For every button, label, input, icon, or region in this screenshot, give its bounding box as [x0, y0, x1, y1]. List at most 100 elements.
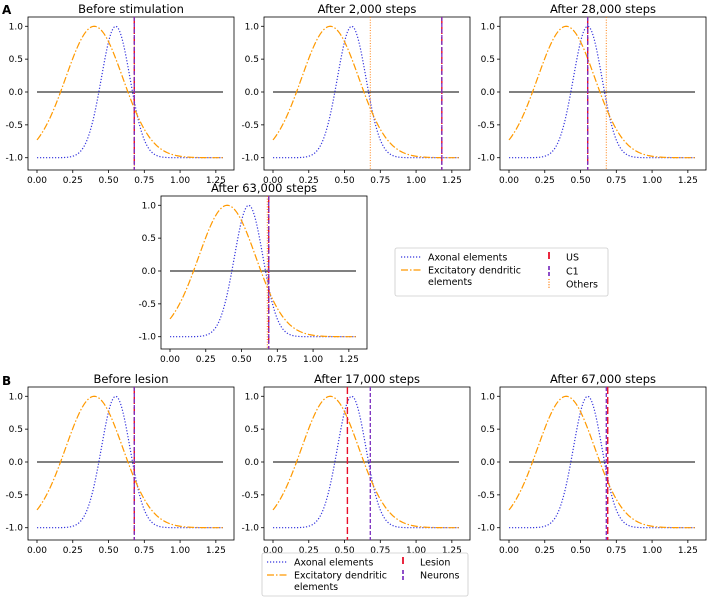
legend-frame: [394, 247, 609, 297]
x-tick-label: 1.25: [678, 546, 698, 556]
axonal-elements-line: [509, 25, 695, 159]
legend-b: Axonal elements Excitatory dendriticeleme…: [261, 552, 469, 597]
chart-title: After 2,000 steps: [318, 2, 417, 16]
x-tick-label: 0.00: [27, 176, 47, 186]
y-tick-label: 0.0: [481, 88, 496, 98]
y-tick-label: 0.0: [245, 458, 260, 468]
y-tick-label: -0.5: [138, 300, 156, 310]
legend-label: Lesion: [420, 558, 450, 569]
axes-frame: [160, 195, 368, 350]
x-tick-label: 1.25: [339, 355, 359, 365]
x-tick-label: 0.00: [499, 546, 519, 556]
x-tick-label: 1.00: [642, 546, 662, 556]
axes-frame: [27, 386, 235, 541]
x-tick-label: 0.50: [571, 176, 591, 186]
y-tick-label: 1.0: [142, 201, 157, 211]
chart-title: After 28,000 steps: [550, 2, 656, 16]
y-tick-label: -1.0: [138, 333, 156, 343]
dendritic-elements-line: [508, 395, 695, 529]
axes-frame: [499, 386, 707, 541]
chart-panel-1: Before stimulation 1.0 0.5 0.0 -0.5 -1.0 0.00 0…: [5, 2, 235, 186]
x-tick-label: 0.50: [99, 546, 119, 556]
x-tick-label: 0.00: [499, 176, 519, 186]
axes-frame: [263, 386, 471, 541]
axonal-elements-line: [37, 25, 223, 159]
y-tick-label: -0.5: [241, 491, 259, 501]
dendritic-elements-line: [36, 395, 223, 529]
chart-title: Before lesion: [93, 372, 168, 386]
chart-panel-7: After 67,000 steps 1.0 0.5 0.0 -0.5 -1.0 0.00 0…: [477, 372, 707, 556]
legend-label: Axonal elements: [428, 253, 507, 264]
legend-label: Others: [566, 280, 598, 291]
axes-frame: [499, 16, 707, 171]
x-tick-label: 0.75: [267, 355, 287, 365]
y-tick-label: -0.5: [5, 121, 23, 131]
x-tick-label: 0.25: [299, 546, 319, 556]
y-tick-label: 0.5: [245, 55, 259, 65]
chart-panel-3: After 28,000 steps 1.0 0.5 0.0 -0.5 -1.0 0.00 0…: [477, 2, 707, 186]
legend-label: C1: [566, 267, 579, 278]
x-tick-label: 0.75: [606, 546, 626, 556]
y-tick-label: 0.5: [142, 234, 156, 244]
x-tick-label: 1.00: [642, 176, 662, 186]
x-tick-label: 0.00: [263, 176, 283, 186]
legend-label: Excitatory dendritic: [428, 266, 521, 277]
legend-label-line2: elements: [294, 582, 338, 593]
y-tick-label: -0.5: [241, 121, 259, 131]
y-tick-label: 0.5: [481, 55, 495, 65]
y-tick-label: 0.5: [481, 425, 495, 435]
x-tick-label: 0.50: [335, 546, 355, 556]
y-tick-label: -0.5: [477, 121, 495, 131]
section-label-a: A: [2, 3, 12, 17]
axonal-elements-line: [273, 25, 459, 159]
x-tick-label: 0.50: [571, 546, 591, 556]
y-tick-label: 1.0: [481, 22, 496, 32]
legend-label: US: [566, 253, 579, 264]
chart-title: After 63,000 steps: [211, 181, 317, 195]
x-tick-label: 0.75: [370, 176, 390, 186]
legend-label: Excitatory dendritic: [294, 571, 387, 582]
y-tick-label: -0.5: [5, 491, 23, 501]
legend-a: Axonal elements Excitatory dendriticeleme…: [394, 247, 609, 297]
x-tick-label: 1.00: [406, 176, 426, 186]
x-tick-label: 0.25: [299, 176, 319, 186]
y-tick-label: 0.5: [9, 425, 23, 435]
y-tick-label: 0.0: [142, 267, 157, 277]
x-tick-label: 1.25: [206, 176, 226, 186]
y-tick-label: 0.0: [481, 458, 496, 468]
x-tick-label: 0.25: [535, 546, 555, 556]
axes-frame: [27, 16, 235, 171]
x-tick-label: 0.25: [63, 176, 83, 186]
x-tick-label: 1.00: [303, 355, 323, 365]
x-tick-label: 0.25: [63, 546, 83, 556]
axonal-elements-line: [273, 395, 459, 529]
x-tick-label: 0.00: [160, 355, 180, 365]
x-tick-label: 0.25: [196, 355, 216, 365]
legend-label: Axonal elements: [294, 558, 373, 569]
y-tick-label: -1.0: [5, 524, 23, 534]
legend-frame: [261, 552, 469, 597]
x-tick-label: 1.00: [170, 176, 190, 186]
y-tick-label: 0.0: [9, 88, 24, 98]
y-tick-label: 0.5: [245, 425, 259, 435]
dendritic-elements-line: [272, 25, 459, 159]
y-tick-label: 1.0: [245, 22, 260, 32]
y-tick-label: -1.0: [5, 154, 23, 164]
y-tick-label: -1.0: [241, 524, 259, 534]
y-tick-label: -1.0: [477, 524, 495, 534]
y-tick-label: -1.0: [241, 154, 259, 164]
x-tick-label: 1.00: [406, 546, 426, 556]
y-tick-label: 0.0: [9, 458, 24, 468]
dendritic-elements-line: [272, 395, 459, 529]
axes-frame: [263, 16, 471, 171]
y-tick-label: 0.5: [9, 55, 23, 65]
y-tick-label: -0.5: [477, 491, 495, 501]
x-tick-label: 1.25: [442, 546, 462, 556]
x-tick-label: 0.75: [134, 176, 154, 186]
x-tick-label: 0.25: [535, 176, 555, 186]
axonal-elements-line: [509, 395, 695, 529]
x-tick-label: 0.50: [232, 355, 252, 365]
chart-title: After 17,000 steps: [314, 372, 420, 386]
dendritic-elements-line: [169, 204, 356, 338]
